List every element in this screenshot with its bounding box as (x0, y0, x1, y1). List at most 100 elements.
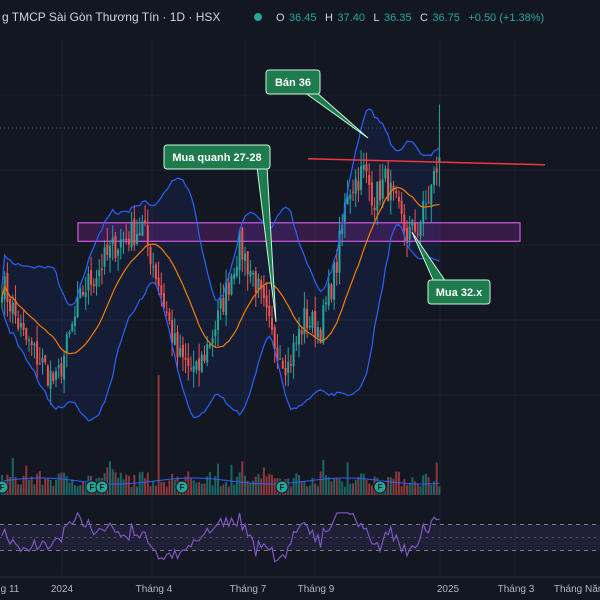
candle-body (349, 194, 352, 200)
candle-body (36, 341, 39, 365)
volume-bar (365, 479, 368, 495)
high-key: H (325, 12, 333, 24)
volume-bar (292, 478, 295, 495)
volume-bar (190, 478, 192, 495)
candle-body (246, 251, 249, 274)
earnings-badge-icon (275, 480, 289, 494)
sell-annotation-box (265, 69, 321, 95)
volume-bar (357, 477, 360, 495)
volume-bar (427, 477, 430, 495)
volume-bar (157, 375, 160, 495)
volume-bar (173, 479, 176, 495)
volume-bar (368, 483, 371, 495)
candle-body (289, 364, 292, 366)
candle-body (225, 281, 228, 316)
volume-bar (319, 471, 322, 495)
volume-bar (65, 476, 68, 495)
candle-body (165, 311, 168, 313)
candle-body (95, 278, 98, 287)
candle-body (327, 283, 330, 306)
candle-body (63, 355, 66, 380)
change-value: +0.50 (+1.38%) (468, 12, 544, 24)
candle-body (103, 247, 106, 267)
ohlc-readout: O 36.45 H 37.40 L 36.35 C 36.75 +0.50 (+… (276, 8, 544, 25)
volume-bar (406, 485, 408, 495)
candle-body (146, 225, 149, 245)
candle-body (222, 297, 225, 312)
candle-body (273, 327, 276, 349)
candle-body (133, 218, 136, 246)
candle-body (176, 332, 179, 358)
candle-body (414, 223, 417, 232)
candle-body (303, 307, 306, 335)
candle-body (79, 288, 82, 299)
bollinger-upper-line (1, 108, 440, 307)
candle-body (357, 180, 360, 191)
candle-body (100, 268, 103, 271)
volume-bar (73, 485, 76, 495)
candle-body (195, 361, 198, 370)
candle-body (25, 328, 28, 341)
volume-bar (289, 486, 292, 495)
candle-body (19, 323, 22, 328)
bollinger-lower-line (1, 224, 440, 422)
volume-bar (117, 477, 120, 495)
candle-body (184, 357, 187, 360)
volume-bar (33, 484, 36, 495)
volume-bar (106, 467, 109, 495)
volume-bar (195, 482, 198, 495)
time-tick-label: g 11 (1, 584, 20, 595)
volume-bar (416, 484, 419, 495)
candle-body (279, 358, 282, 360)
candle-body (17, 318, 20, 329)
candle-body (424, 203, 427, 205)
volume-bar (46, 478, 49, 495)
open-key: O (276, 12, 285, 24)
candle-body (125, 238, 128, 240)
volume-bar (125, 474, 128, 495)
candle-body (41, 358, 44, 363)
earnings-badge-icon (0, 480, 9, 494)
resistance-line (307, 158, 546, 166)
volume-bar (343, 486, 346, 495)
earnings-badge-label: F (100, 483, 105, 492)
candle-body (257, 278, 260, 291)
volume-bar (111, 469, 114, 495)
volume-bar (82, 481, 84, 495)
volume-bar (9, 476, 12, 495)
candle-body (28, 339, 30, 341)
candle-body (265, 295, 268, 308)
volume-bar (79, 485, 82, 495)
candle-body (395, 190, 398, 194)
volume-bar (225, 481, 228, 495)
candle-body (241, 227, 244, 260)
earnings-badge-icon (175, 480, 189, 494)
candles (1, 104, 441, 405)
volume-bar (63, 472, 66, 495)
earnings-badge-label: F (90, 483, 95, 492)
candle-body (154, 264, 157, 280)
volume-bar (238, 472, 241, 495)
volume-bar (49, 480, 52, 495)
candle-body (427, 202, 430, 204)
candle-body (254, 271, 257, 293)
candle-body (316, 327, 319, 338)
volume-bar (244, 475, 246, 495)
volume-bar (265, 476, 268, 495)
candle-body (163, 293, 165, 309)
candle-body (52, 372, 55, 381)
volume-bar (333, 478, 336, 495)
volume-bar (314, 483, 317, 495)
volume-bar (387, 477, 390, 495)
candle-body (419, 222, 422, 237)
volume-bar (71, 479, 74, 495)
candle-body (211, 337, 214, 344)
candle-body (262, 286, 265, 299)
volume-bar (335, 477, 338, 495)
volume-bar (400, 486, 403, 495)
volume-bar (30, 476, 33, 495)
candle-body (1, 296, 3, 303)
volume-bar (325, 475, 327, 495)
candle-body (208, 344, 211, 348)
